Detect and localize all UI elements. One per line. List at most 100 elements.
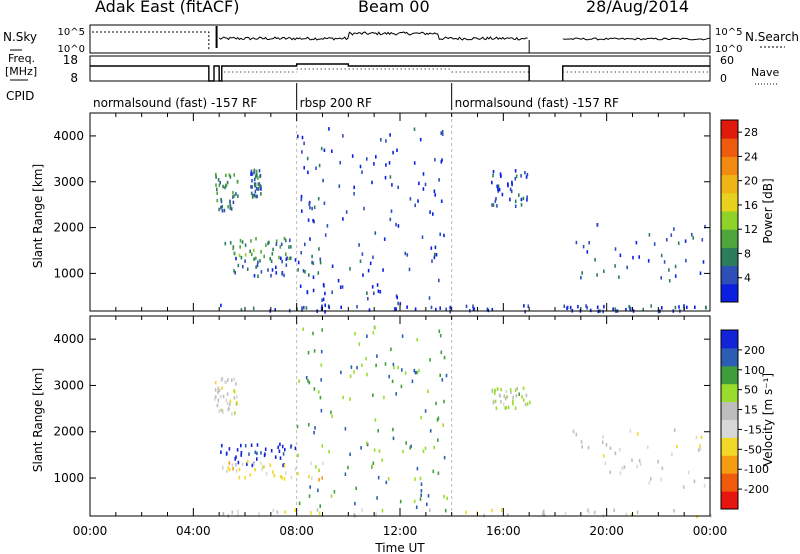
data-cell xyxy=(601,440,604,445)
x-tick-label: 00:00 xyxy=(693,524,728,538)
data-cell xyxy=(324,310,326,314)
data-cell xyxy=(238,467,241,472)
data-cell xyxy=(288,245,290,249)
data-cell xyxy=(234,411,236,415)
data-cell xyxy=(313,205,316,210)
data-cell xyxy=(404,371,407,375)
data-cell xyxy=(674,305,677,310)
data-cell xyxy=(260,185,262,189)
data-cell xyxy=(306,290,309,295)
data-cell xyxy=(260,270,263,274)
data-cell xyxy=(224,185,226,190)
data-cell xyxy=(321,444,324,448)
data-cell xyxy=(320,306,323,311)
data-cell xyxy=(429,508,431,512)
data-cell xyxy=(510,390,512,394)
data-cell xyxy=(321,476,323,480)
data-cell xyxy=(358,342,361,346)
colorbar-swatch xyxy=(721,347,738,367)
data-cell xyxy=(297,471,299,476)
data-cell xyxy=(395,307,397,311)
colorbar-frame xyxy=(720,119,739,303)
data-cell xyxy=(321,328,323,332)
data-cell xyxy=(263,254,265,259)
data-cell xyxy=(511,182,513,187)
data-cell xyxy=(234,390,236,394)
data-cell xyxy=(322,461,324,466)
data-cell xyxy=(272,470,274,474)
data-cell xyxy=(602,435,604,439)
data-cell xyxy=(290,245,292,249)
data-cell xyxy=(222,410,224,414)
data-cell xyxy=(215,172,217,177)
data-cell xyxy=(220,450,222,454)
data-cell xyxy=(377,429,379,433)
data-cell xyxy=(492,170,495,174)
data-cell xyxy=(422,187,425,191)
data-cell xyxy=(227,407,229,412)
data-cell xyxy=(274,455,277,459)
data-cell xyxy=(605,443,608,447)
data-cell xyxy=(222,512,225,516)
data-cell xyxy=(302,327,304,331)
data-cell xyxy=(441,130,444,134)
data-cell xyxy=(301,135,304,140)
data-cell xyxy=(236,395,238,399)
data-cell xyxy=(393,307,396,311)
data-cell xyxy=(614,451,617,456)
data-cell xyxy=(638,459,641,463)
data-cell xyxy=(500,400,502,404)
data-cell xyxy=(320,408,323,413)
data-cell xyxy=(434,193,436,197)
data-cell xyxy=(240,443,242,448)
data-cell xyxy=(232,467,234,471)
data-cell xyxy=(401,334,404,338)
colorbar-tick-label: -50 xyxy=(744,443,762,456)
data-cell xyxy=(301,209,303,213)
data-cell xyxy=(275,242,278,246)
colorbar-swatch xyxy=(721,491,738,510)
data-cell xyxy=(284,510,286,514)
data-cell xyxy=(382,268,384,272)
data-cell xyxy=(225,183,228,187)
data-cell xyxy=(224,241,227,246)
data-cell xyxy=(251,463,254,468)
data-cell xyxy=(660,253,663,258)
data-cell xyxy=(290,256,292,260)
data-cell xyxy=(279,474,282,479)
data-cell xyxy=(400,384,403,389)
date-title: 28/Aug/2014 xyxy=(586,0,690,16)
data-cell xyxy=(235,256,237,261)
data-cell xyxy=(220,197,222,202)
data-cell xyxy=(445,307,447,312)
x-tick-label: 20:00 xyxy=(589,524,624,538)
data-cell xyxy=(520,197,523,202)
data-cell xyxy=(312,288,315,293)
data-cell xyxy=(694,305,696,309)
data-cell xyxy=(241,462,244,467)
data-cell xyxy=(233,396,236,400)
data-cell xyxy=(228,407,230,411)
data-cell xyxy=(496,387,499,391)
data-cell xyxy=(229,399,232,403)
data-cell xyxy=(322,283,325,287)
data-cell xyxy=(253,168,256,173)
data-cell xyxy=(228,468,231,472)
nsky-label: N.Sky xyxy=(3,30,37,44)
data-cell xyxy=(281,476,283,480)
data-cell xyxy=(518,392,520,396)
nave-label: Nave xyxy=(751,66,779,79)
data-cell xyxy=(253,274,256,278)
data-cell xyxy=(661,466,664,470)
data-cell xyxy=(497,184,500,188)
data-cell xyxy=(512,401,514,406)
data-cell xyxy=(241,240,244,244)
y-tick-label: 3000 xyxy=(53,378,84,392)
data-cell xyxy=(433,252,436,257)
data-cell xyxy=(214,397,216,401)
data-cell xyxy=(563,304,566,308)
data-cell xyxy=(214,388,217,392)
data-cell xyxy=(580,440,583,444)
data-cell xyxy=(371,464,373,469)
data-cell xyxy=(255,237,257,241)
